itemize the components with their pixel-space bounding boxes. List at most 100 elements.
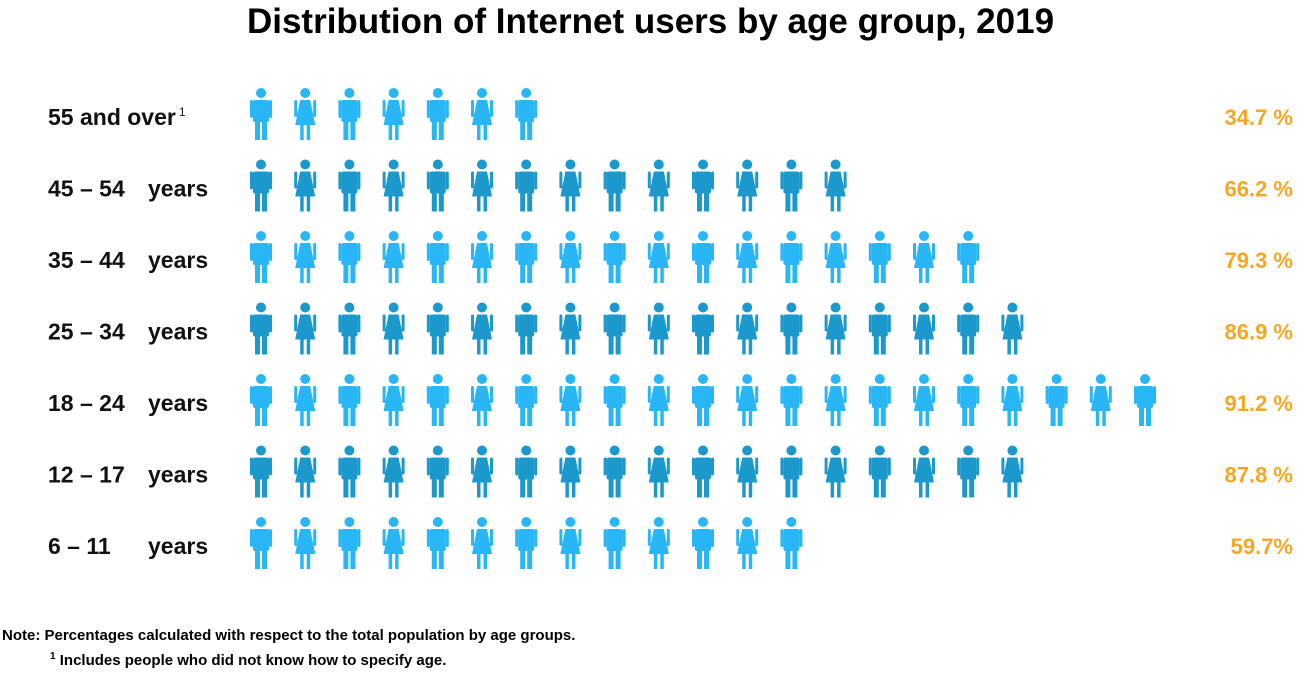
person-icon <box>294 302 317 355</box>
percentage-label: 86.9 % <box>1225 320 1294 345</box>
person-icon <box>559 374 582 426</box>
person-icon <box>868 374 891 426</box>
person-icon <box>1045 374 1068 426</box>
percentage-label: 59.7% <box>1231 534 1293 559</box>
person-icon <box>250 445 272 498</box>
person-icon <box>1089 374 1112 426</box>
percentage-label: 34.7 % <box>1225 105 1294 130</box>
person-icon <box>780 159 803 212</box>
person-icon <box>868 445 891 498</box>
person-icon <box>736 374 759 426</box>
person-icon <box>736 302 759 355</box>
person-icon <box>559 445 582 498</box>
person-icon <box>913 374 935 426</box>
person-icon <box>780 302 803 355</box>
person-icon <box>471 517 493 569</box>
row-label: 18 – 24 years <box>48 390 208 416</box>
person-icon <box>913 445 935 498</box>
footnote-age-text: Includes people who did not know how to … <box>59 652 447 669</box>
person-icon <box>250 517 272 569</box>
person-icon <box>382 302 405 355</box>
person-icon <box>471 231 493 283</box>
person-icon <box>382 231 405 283</box>
person-icon <box>603 445 626 498</box>
footnote-percentages: Note: Percentages calculated with respec… <box>2 627 576 644</box>
person-icon <box>294 445 317 498</box>
person-icon <box>338 445 361 498</box>
person-icon <box>382 445 405 498</box>
person-icon <box>294 517 317 569</box>
row-label: 25 – 34 years <box>48 319 208 345</box>
person-icon <box>647 374 670 426</box>
person-icon <box>382 374 405 426</box>
person-icon <box>338 159 361 212</box>
person-icon <box>603 302 626 355</box>
person-icon <box>294 159 317 212</box>
person-icon <box>338 302 361 355</box>
person-icon <box>647 517 670 569</box>
person-icon <box>471 302 493 355</box>
person-icon <box>426 517 449 569</box>
person-icon <box>382 517 405 569</box>
percentage-label: 79.3 % <box>1225 248 1294 273</box>
person-icon <box>692 159 714 212</box>
person-icon <box>603 159 626 212</box>
person-icon <box>515 374 538 426</box>
row-label: 55 and over 1 <box>48 104 186 130</box>
person-icon <box>559 159 582 212</box>
person-icon <box>824 231 847 283</box>
person-icon <box>515 302 538 355</box>
person-icon <box>426 231 449 283</box>
person-icon <box>515 159 538 212</box>
row-label: 45 – 54 years <box>48 176 208 202</box>
person-icon <box>736 231 759 283</box>
person-icon <box>338 231 361 283</box>
person-icon <box>692 445 714 498</box>
person-icon <box>824 374 847 426</box>
person-icon <box>957 302 980 355</box>
person-icon <box>250 302 272 355</box>
person-icon <box>913 302 935 355</box>
person-icon <box>780 374 803 426</box>
percentage-label: 87.8 % <box>1225 463 1294 488</box>
person-icon <box>647 231 670 283</box>
person-icon <box>736 159 759 212</box>
person-icon <box>471 445 493 498</box>
footnote-age: 1 Includes people who did not know how t… <box>50 651 446 669</box>
percentage-label: 91.2 % <box>1225 391 1294 416</box>
person-icon <box>957 231 980 283</box>
chart-title: Distribution of Internet users by age gr… <box>246 2 1055 41</box>
person-icon <box>824 159 847 212</box>
person-icon <box>471 88 493 140</box>
footnote-marker: 1 <box>50 651 56 662</box>
person-icon <box>559 302 582 355</box>
person-icon <box>426 88 449 140</box>
person-icon <box>780 517 803 569</box>
person-icon <box>471 374 493 426</box>
person-icon <box>294 374 317 426</box>
person-icon <box>868 231 891 283</box>
person-icon <box>957 374 980 426</box>
person-icon <box>250 374 272 426</box>
row-label: 6 – 11 years <box>48 533 208 559</box>
person-icon <box>736 517 759 569</box>
person-icon <box>692 517 714 569</box>
person-icon <box>294 88 317 140</box>
pictograph-chart: 55 and over 1 34.7 % 45 – 54 years 66.2 % 35 –… <box>48 88 1294 569</box>
person-icon <box>1001 302 1024 355</box>
person-icon <box>294 231 317 283</box>
person-icon <box>603 231 626 283</box>
person-icon <box>426 374 449 426</box>
person-icon <box>603 374 626 426</box>
person-icon <box>515 88 538 140</box>
person-icon <box>515 445 538 498</box>
percentage-label: 66.2 % <box>1225 177 1294 202</box>
person-icon <box>868 302 891 355</box>
person-icon <box>1134 374 1156 426</box>
person-icon <box>736 445 759 498</box>
person-icon <box>824 445 847 498</box>
person-icon <box>647 445 670 498</box>
person-icon <box>913 231 935 283</box>
person-icon <box>824 302 847 355</box>
person-icon <box>426 159 449 212</box>
